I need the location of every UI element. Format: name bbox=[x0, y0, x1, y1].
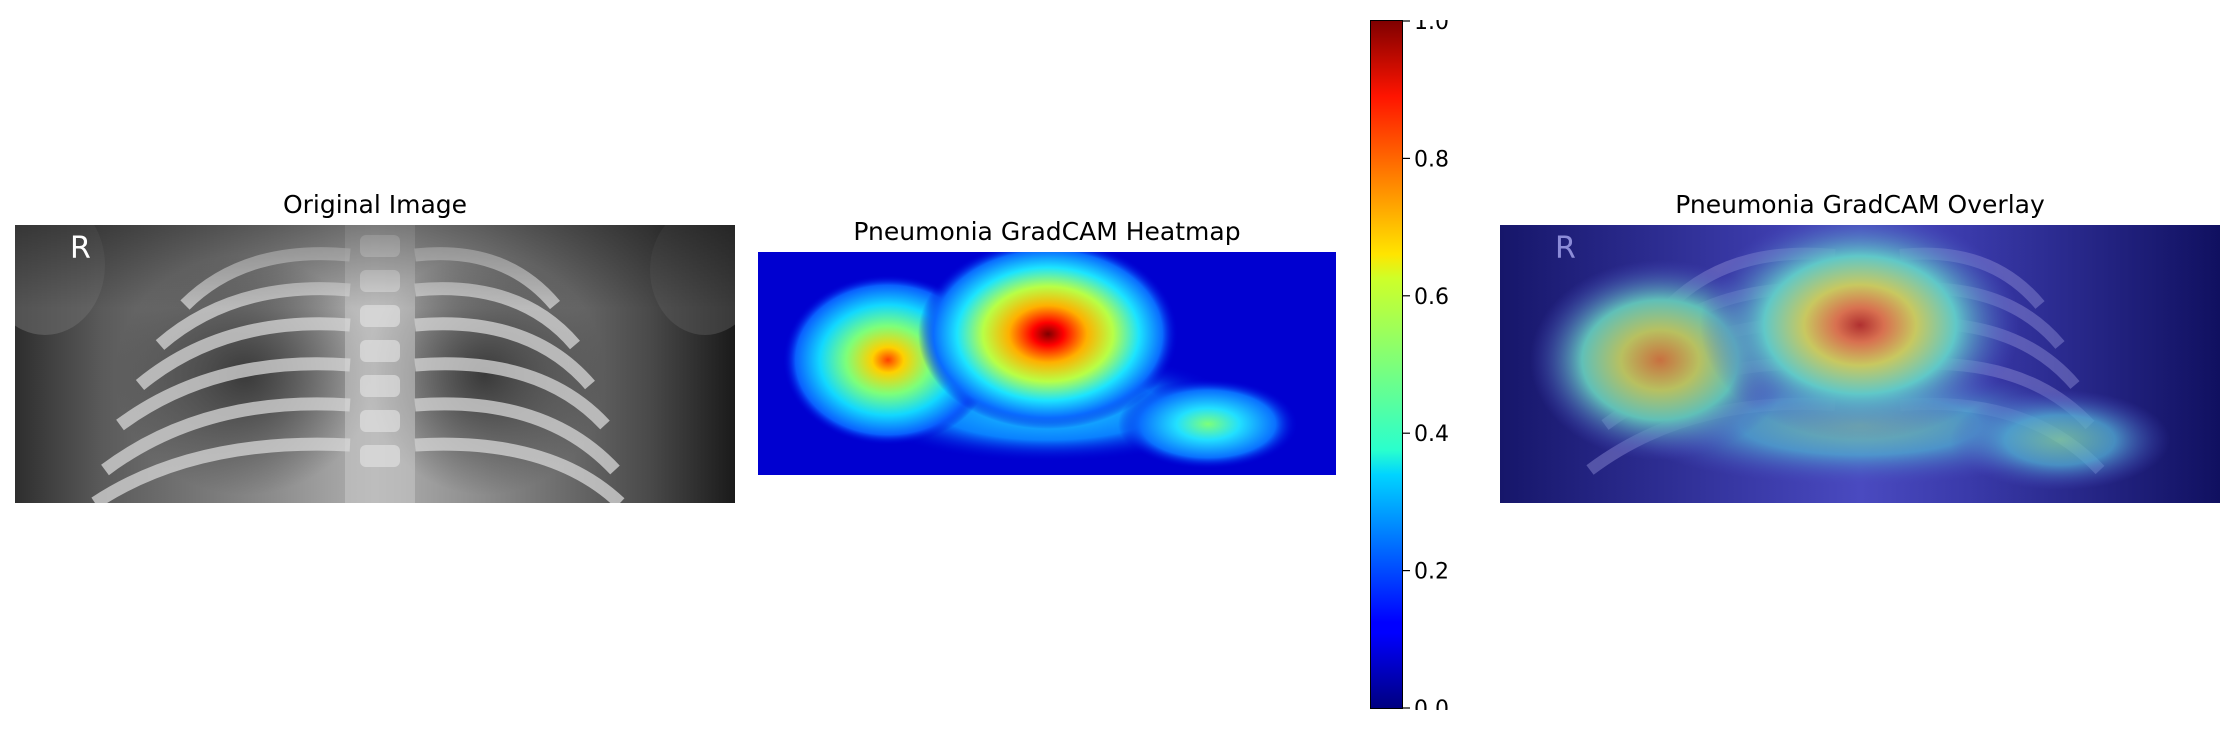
heatmap-title: Pneumonia GradCAM Heatmap bbox=[853, 217, 1241, 246]
overlay-picture: R bbox=[1500, 225, 2220, 503]
overlay-title: Pneumonia GradCAM Overlay bbox=[1675, 190, 2045, 219]
colorbar-tick-label: 0.0 bbox=[1414, 697, 1449, 710]
original-xray-image: R bbox=[15, 225, 735, 503]
colorbar-tick-label: 0.8 bbox=[1414, 147, 1449, 172]
colorbar-graphic: 0.0 0.2 0.4 0.6 0.8 1.0 bbox=[1370, 20, 1449, 710]
gradcam-heatmap bbox=[758, 252, 1336, 475]
colorbar-tick-label: 0.4 bbox=[1414, 422, 1449, 447]
xray-picture: R bbox=[15, 225, 735, 503]
colorbar-ticks: 0.0 0.2 0.4 0.6 0.8 1.0 bbox=[1403, 20, 1449, 710]
colorbar-tick-label: 0.6 bbox=[1414, 285, 1449, 310]
colorbar: 0.0 0.2 0.4 0.6 0.8 1.0 bbox=[1370, 20, 1460, 710]
heatmap-picture bbox=[758, 252, 1336, 475]
gradcam-overlay-image: R bbox=[1500, 225, 2220, 503]
colorbar-tick-label: 1.0 bbox=[1414, 20, 1449, 35]
marker-letter: R bbox=[70, 231, 91, 266]
overlay-marker-letter: R bbox=[1555, 231, 1576, 266]
original-image-title: Original Image bbox=[282, 190, 468, 219]
colorbar-tick-label: 0.2 bbox=[1414, 560, 1449, 585]
